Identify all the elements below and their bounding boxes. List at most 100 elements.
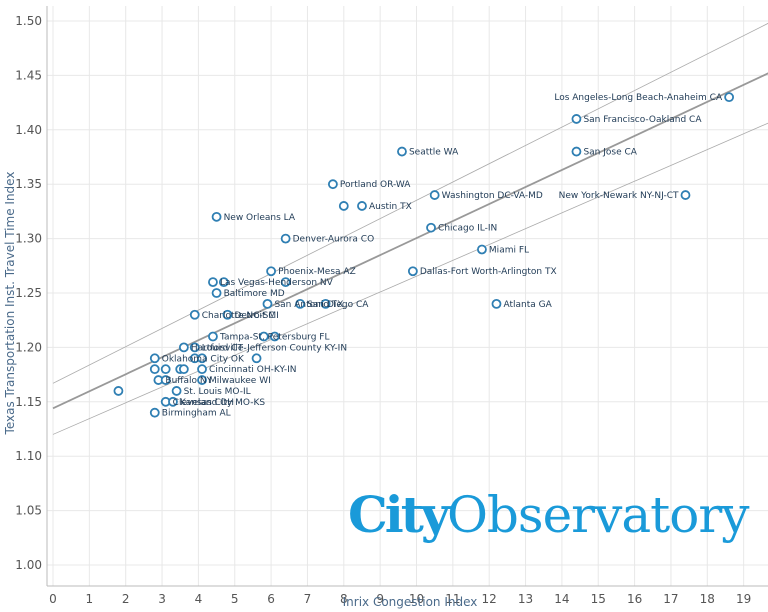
point-label: San Antonio TX <box>274 300 343 310</box>
x-tick-label: 8 <box>340 592 348 606</box>
point-label: Detroit MI <box>234 311 278 321</box>
data-point[interactable] <box>680 190 691 200</box>
x-tick-label: 11 <box>445 592 460 606</box>
x-tick-label: 13 <box>518 592 533 606</box>
data-point[interactable] <box>211 211 222 222</box>
y-tick-label: 1.45 <box>15 68 42 82</box>
x-tick-label: 18 <box>700 592 715 606</box>
data-point[interactable] <box>426 222 436 233</box>
data-point[interactable] <box>171 386 182 396</box>
data-point[interactable] <box>295 298 306 309</box>
y-tick-label: 1.25 <box>15 286 42 300</box>
data-point[interactable] <box>320 298 331 309</box>
point-label: Dallas-Fort Worth-Arlington TX <box>420 267 557 277</box>
point-label: Buffalo NY <box>165 376 212 386</box>
data-point[interactable] <box>397 146 407 157</box>
y-tick-label: 1.10 <box>15 449 42 463</box>
data-point[interactable] <box>178 364 189 375</box>
point-labels: Los Angeles-Long Beach-Anaheim CA San Fra… <box>162 93 723 419</box>
x-tick-label: 5 <box>231 592 239 606</box>
data-point[interactable] <box>357 201 367 211</box>
x-tick-label: 17 <box>663 592 678 606</box>
data-point[interactable] <box>266 266 277 277</box>
data-point[interactable] <box>724 92 735 103</box>
point-label: Tampa-St. Petersburg FL <box>219 333 330 343</box>
point-label: Chicago IL-IN <box>438 224 497 234</box>
data-point[interactable] <box>149 407 160 418</box>
x-tick-label: 9 <box>376 592 384 606</box>
point-label: Oklahoma City OK <box>162 354 245 364</box>
x-tick-label: 19 <box>736 592 751 606</box>
point-label: Portland OR-WA <box>340 180 411 190</box>
data-point[interactable] <box>208 331 218 342</box>
y-tick-label: 1.00 <box>15 558 42 572</box>
point-label: San Diego CA <box>307 300 369 310</box>
data-point[interactable] <box>160 364 171 375</box>
x-tick-label: 16 <box>627 592 642 606</box>
x-tick-label: 1 <box>86 592 94 606</box>
y-tick-label: 1.20 <box>15 340 42 354</box>
data-point[interactable] <box>327 179 338 190</box>
point-label: Washington DC-VA-MD <box>442 191 543 201</box>
data-point[interactable] <box>280 277 291 288</box>
data-point[interactable] <box>258 331 269 342</box>
data-point[interactable] <box>269 331 280 342</box>
point-label: St. Louis MO-IL <box>184 387 251 397</box>
data-point[interactable] <box>211 288 222 298</box>
data-point[interactable] <box>571 114 582 124</box>
data-point[interactable] <box>491 298 502 309</box>
data-point[interactable] <box>571 146 582 157</box>
data-point[interactable] <box>407 266 418 277</box>
data-point[interactable] <box>208 277 218 288</box>
data-point[interactable] <box>189 342 200 353</box>
data-point[interactable] <box>262 298 273 309</box>
data-point[interactable] <box>222 309 233 320</box>
y-tick-label: 1.35 <box>15 177 42 191</box>
point-label: Kansas City MO-KS <box>180 398 265 408</box>
city-observatory-logo: CityObservatory <box>348 490 749 541</box>
y-tick-label: 1.15 <box>15 395 42 409</box>
logo-city-text: City <box>348 485 450 544</box>
data-point[interactable] <box>168 396 178 407</box>
data-point[interactable] <box>197 375 207 385</box>
point-label: Denver-Aurora CO <box>293 235 375 245</box>
trend-line <box>52 72 768 410</box>
point-label: Miami FL <box>489 245 529 255</box>
confidence-band <box>52 22 768 435</box>
x-tick-label: 3 <box>158 592 166 606</box>
point-label: New York-Newark NY-NJ-CT <box>559 191 679 201</box>
point-label: Louisville-Jefferson County KY-IN <box>202 343 347 353</box>
data-point[interactable] <box>429 190 440 200</box>
data-point[interactable] <box>189 309 200 320</box>
y-tick-label: 1.05 <box>15 504 42 518</box>
x-tick-label: 14 <box>554 592 569 606</box>
point-label: Austin TX <box>369 202 412 212</box>
trend-line-path <box>52 72 768 410</box>
logo-observatory-text: Observatory <box>446 486 750 544</box>
x-axis-title: Inrix Congestion Index <box>343 595 478 609</box>
axes <box>46 6 768 587</box>
data-point[interactable] <box>160 375 171 385</box>
data-point[interactable] <box>251 353 262 364</box>
point-label: Charlotte NC-SC <box>202 311 275 321</box>
point-label: New Orleans LA <box>224 213 296 223</box>
data-point[interactable] <box>197 353 207 364</box>
data-point[interactable] <box>149 364 160 375</box>
data-point[interactable] <box>280 233 291 244</box>
data-point[interactable] <box>178 342 189 353</box>
data-point[interactable] <box>113 386 124 396</box>
data-point[interactable] <box>149 353 160 364</box>
data-point[interactable] <box>338 201 349 211</box>
point-label: Cleveland OH <box>173 398 234 408</box>
point-label: Los Angeles-Long Beach-Anaheim CA <box>554 93 723 103</box>
y-axis-title: Texas Transportation Inst. Travel Time I… <box>3 172 17 436</box>
confidence-upper-line <box>52 22 768 384</box>
data-point[interactable] <box>218 277 229 288</box>
data-point[interactable] <box>197 364 207 375</box>
y-tick-label: 1.40 <box>15 123 42 137</box>
data-point[interactable] <box>477 244 487 255</box>
x-tick-label: 0 <box>49 592 57 606</box>
y-tick-labels: 1.00 1.05 1.10 1.15 1.20 1.25 1.30 1.35 1.40 1.45… <box>15 14 42 572</box>
point-label: Cincinnati OH-KY-IN <box>209 365 297 375</box>
